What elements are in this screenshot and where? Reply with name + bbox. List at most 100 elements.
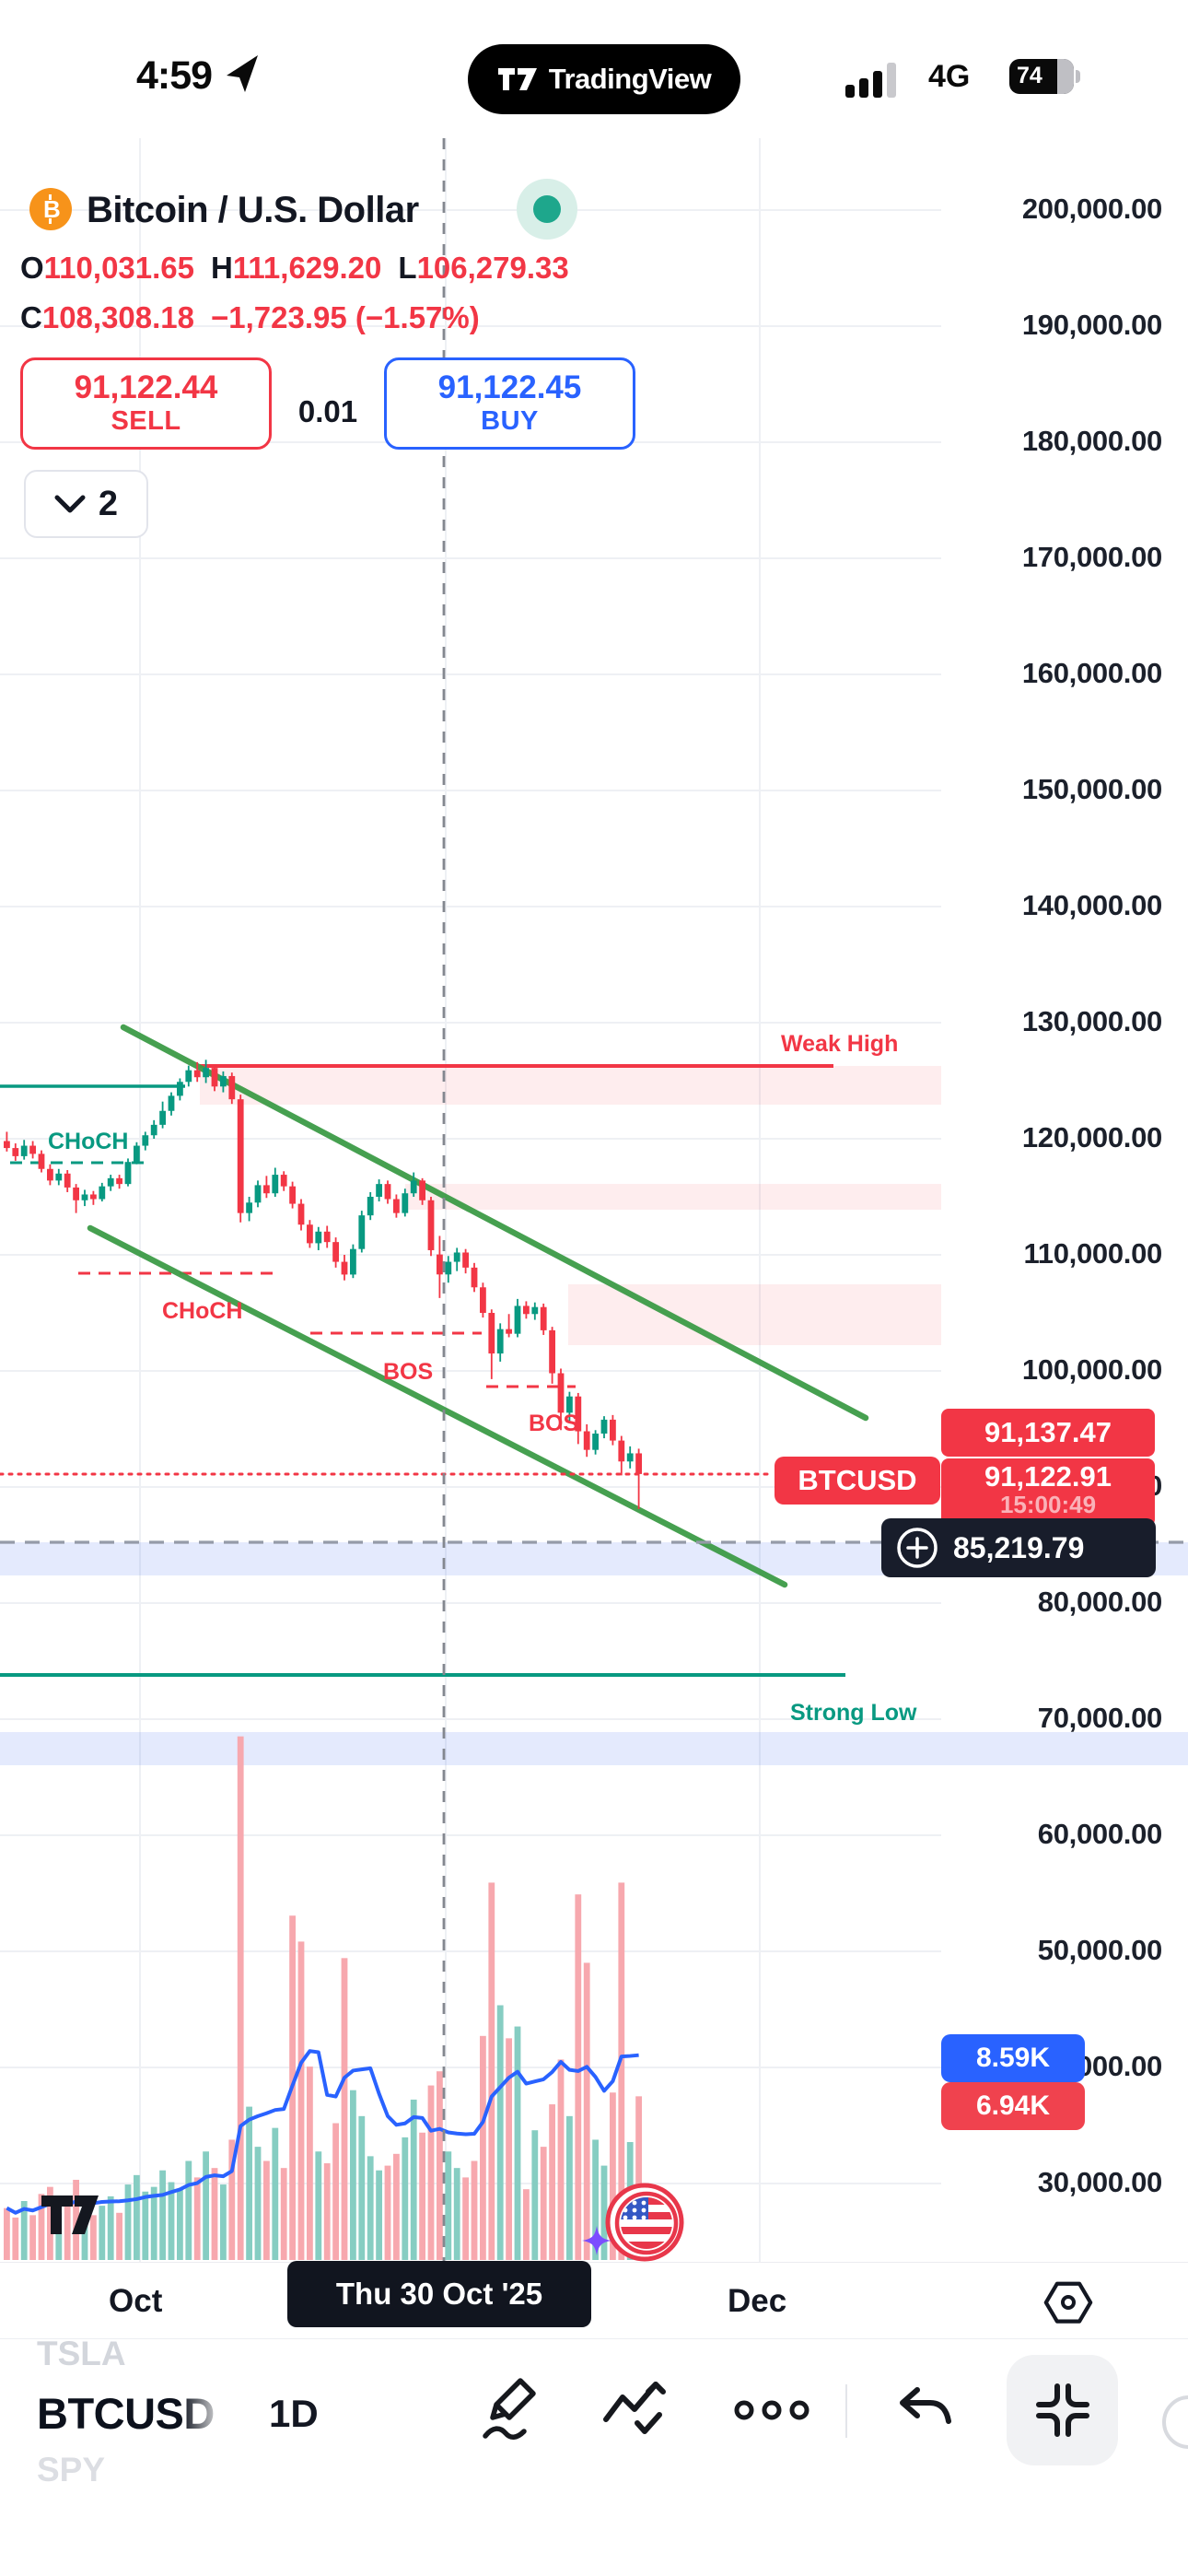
volume-bar [453,2168,460,2260]
candle-body [99,1186,106,1200]
dynamic-island-app-pill[interactable]: TradingView [468,44,740,114]
volume-bar [402,2137,409,2260]
candle-body [462,1252,469,1268]
volume-bar [531,2130,539,2260]
candle-body [254,1185,262,1203]
candle-body [203,1068,209,1078]
volume-bar [583,1962,590,2260]
volume-bar [185,2160,192,2260]
hexagon-settings-icon[interactable] [1041,2279,1100,2329]
channel-trendline[interactable] [120,1024,869,1422]
volume-bar [350,2090,356,2260]
volume-bar [159,2170,166,2260]
tradingview-watermark-icon [41,2195,99,2234]
volume-bar [393,2153,400,2260]
sell-label: SELL [111,406,181,437]
price-axis-label: 200,000.00 [1021,193,1162,225]
volume-bar [618,1882,625,2260]
candle-body [307,1224,313,1244]
volume-bar [99,2206,106,2260]
volume-bar [220,2184,227,2260]
symbol-picker-prev[interactable]: TSLA [37,2335,126,2372]
candle-body [220,1075,227,1087]
price-axis-label: 110,000.00 [1023,1237,1163,1270]
candle-body [402,1193,409,1213]
battery-tip [1076,70,1080,83]
market-status-icon[interactable] [517,179,577,240]
collapse-chart-button[interactable] [1007,2355,1118,2465]
price-axis-label: 70,000.00 [1037,1702,1163,1734]
candle-body [107,1177,114,1187]
volume-bar [332,2123,339,2260]
volume-bar [254,2147,262,2260]
volume-bar [64,2198,71,2260]
buy-button[interactable]: 91,122.45 BUY [384,357,635,450]
time-axis[interactable] [0,2262,1188,2338]
indicators-button[interactable] [600,2379,674,2440]
more-menu-button[interactable] [733,2397,810,2423]
candle-body [453,1252,460,1262]
symbol-fade-overlay [181,2386,241,2438]
more-dots-icon [734,2400,809,2420]
candle-body [168,1095,175,1111]
candle-body [20,1145,28,1156]
volume-bar [549,2104,555,2260]
objects-count: 2 [98,484,119,523]
volume-bar [237,1736,244,2260]
volume-bar [488,1882,495,2260]
alert-level-badge[interactable]: 85,219.79 [881,1518,1156,1577]
candle-body [81,1194,88,1200]
candle-body [315,1231,322,1244]
volume-bar [107,2195,114,2260]
candle-body [64,1173,71,1188]
candle-body [384,1184,391,1200]
volume-bar [323,2163,331,2260]
network-type-label: 4G [928,59,971,94]
volume-bar [90,2215,97,2260]
candle-body [4,1141,10,1149]
candle-body [488,1313,495,1354]
candle-body [583,1431,590,1450]
volume-last-badge: 6.94K [941,2082,1085,2130]
change-value: −1,723.95 (−1.57%) [211,300,480,334]
candle-body [506,1329,512,1334]
candle-body [610,1419,616,1441]
spread-value: 0.01 [297,394,358,428]
candle-body [29,1145,36,1154]
symbol-picker-next[interactable]: SPY [37,2451,106,2488]
candle-body [566,1396,573,1413]
high-label: H [211,251,233,285]
candle-body [73,1187,79,1200]
candle-body [523,1306,530,1315]
volume-bar [203,2151,209,2260]
objects-dropdown[interactable]: 2 [24,470,148,538]
candle-body [38,1153,45,1169]
volume-bar [635,2096,642,2260]
sparkle-icon [582,2226,611,2255]
plus-circle-icon[interactable] [894,1525,940,1571]
volume-bar [12,2217,19,2260]
supply-zone [405,1184,941,1210]
volume-bar [384,2165,391,2260]
pencil-icon [483,2378,536,2440]
price-axis-label: 80,000.00 [1037,1586,1163,1618]
sell-button[interactable]: 91,122.44 SELL [20,357,272,450]
channel-trendline[interactable] [87,1224,788,1588]
status-time: 4:59 [136,53,213,98]
interval-button[interactable]: 1D [269,2392,319,2435]
volume-bar [445,2151,452,2260]
candle-body [272,1175,279,1194]
symbol-title[interactable]: Bitcoin / U.S. Dollar [87,190,419,230]
volume-bar [419,2132,425,2260]
volume-bar [610,2092,616,2260]
candle-body [237,1099,244,1213]
undo-button[interactable] [895,2384,954,2438]
candle-body [332,1242,339,1262]
volume-bar [246,2106,252,2260]
draw-tool-button[interactable] [478,2375,542,2445]
crosshair-date-badge: Thu 30 Oct '25 [287,2261,591,2327]
volume-bar [55,2212,63,2260]
low-value: 106,279.33 [416,251,569,285]
chevron-down-icon [54,495,86,513]
